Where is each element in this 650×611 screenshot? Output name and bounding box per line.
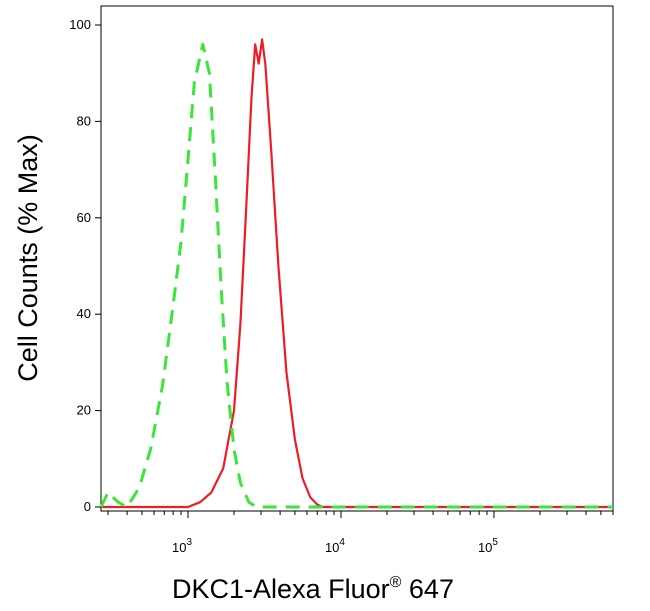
x-tick-label-exponent: 3 [186,537,192,548]
y-tick-label: 80 [77,113,91,128]
x-axis-title-end: 647 [401,574,454,604]
x-tick-label-exponent: 4 [339,537,345,548]
x-tick-label-base: 10 [325,540,339,555]
x-axis-title-superscript: ® [390,574,402,591]
x-tick-label: 105 [478,537,498,555]
y-tick-label: 100 [69,17,91,32]
series-layer [99,38,613,509]
y-axis-ticks: 0 20 40 60 80 100 [69,17,101,514]
x-axis-ticks: 103 104 105 [107,511,614,555]
y-tick-label: 60 [77,210,91,225]
x-axis-title: DKC1-Alexa Fluor® 647 [172,574,454,604]
y-tick-label: 40 [77,306,91,321]
x-tick-label: 103 [172,537,192,555]
y-tick-label: 20 [77,403,91,418]
plot-frame [100,5,614,512]
x-tick-label-exponent: 5 [492,537,498,548]
y-tick-label: 0 [84,499,91,514]
x-tick-label-base: 10 [478,540,492,555]
x-tick-label-base: 10 [172,540,186,555]
control-histogram-line [99,42,613,509]
sample-histogram-line [101,38,613,509]
y-axis-title: Cell Counts (% Max) [13,134,43,382]
x-tick-label: 104 [325,537,345,555]
x-axis-title-main: DKC1-Alexa Fluor [172,574,390,604]
